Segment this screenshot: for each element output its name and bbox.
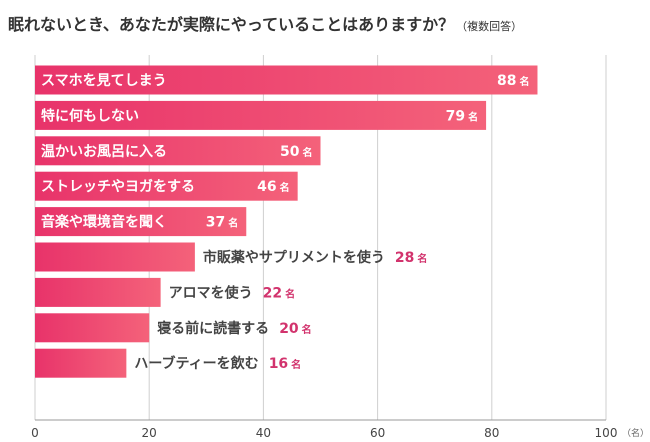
bar — [35, 242, 195, 272]
category-label: 寝る前に読書する — [157, 320, 269, 337]
category-label: 市販薬やサプリメントを使う — [203, 249, 385, 266]
value-label: 37 名 — [206, 215, 238, 231]
chart-title: 眠れないとき、あなたが実際にやっていることはありますか？ （複数回答） — [8, 15, 522, 34]
category-label: 音楽や環境音を聞く — [41, 214, 167, 231]
bar — [35, 313, 150, 343]
x-axis-unit-label: （名） — [622, 427, 649, 439]
category-label: アロマを使う — [169, 284, 253, 301]
chart-title-note: （複数回答） — [456, 19, 522, 33]
value-label: 22 名 — [263, 285, 295, 301]
category-label: スマホを見てしまう — [41, 73, 167, 89]
value-label: 88 名 — [497, 73, 529, 89]
bar — [35, 100, 487, 130]
category-label: 特に何もしない — [41, 107, 139, 124]
bar — [35, 348, 127, 378]
value-label: 20 名 — [279, 321, 311, 337]
value-label: 16 名 — [269, 356, 301, 372]
x-tick-label: 20 — [142, 426, 157, 440]
category-label: ストレッチやヨガをする — [41, 179, 195, 195]
value-label: 28 名 — [395, 250, 427, 266]
x-axis: 0 20 40 60 80 100 （名） — [31, 419, 649, 440]
x-tick-label: 0 — [31, 426, 39, 440]
value-label: 79 名 — [446, 108, 478, 124]
bar — [35, 171, 298, 201]
category-label: ハーブティーを飲む — [134, 355, 258, 372]
x-tick-label: 40 — [256, 426, 271, 440]
bar — [35, 65, 538, 95]
bar — [35, 207, 247, 237]
chart-title-main: 眠れないとき、あなたが実際にやっていることはありますか？ — [8, 15, 454, 34]
x-tick-label: 100 — [595, 426, 618, 440]
bar — [35, 277, 161, 307]
value-label: 50 名 — [280, 144, 312, 160]
bar — [35, 136, 321, 166]
category-label: 温かいお風呂に入る — [41, 144, 167, 160]
value-label: 46 名 — [257, 179, 289, 195]
x-tick-label: 80 — [484, 426, 499, 440]
x-tick-label: 60 — [370, 426, 385, 440]
